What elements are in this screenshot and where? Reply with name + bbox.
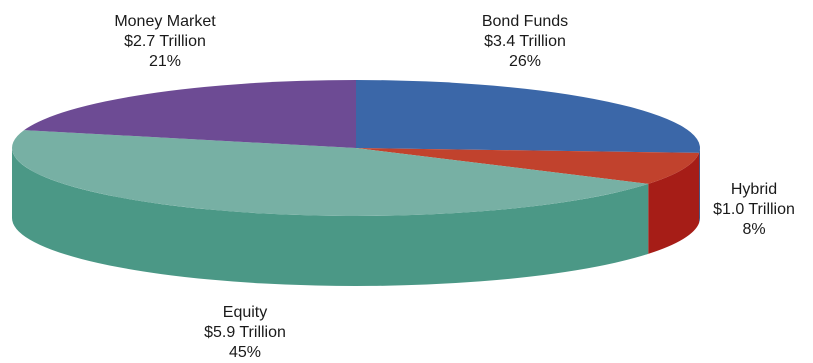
label-percent: 26% [508, 53, 542, 70]
label-bond-funds: Bond Funds $3.4 Trillion 26% [440, 12, 610, 72]
pie-side-hybrid [648, 152, 700, 254]
label-amount: $1.0 Trillion [713, 201, 795, 218]
label-name: Money Market [114, 13, 216, 30]
label-percent: 8% [742, 221, 766, 238]
label-percent: 45% [228, 344, 262, 361]
label-hybrid: Hybrid $1.0 Trillion 8% [695, 180, 813, 240]
pie-slice-hybrid [356, 148, 700, 184]
pie-side-equity [11, 148, 649, 286]
label-money-market: Money Market $2.7 Trillion 21% [80, 12, 250, 72]
label-name: Bond Funds [481, 13, 569, 30]
label-amount: $5.9 Trillion [204, 324, 286, 341]
label-percent: 21% [148, 53, 182, 70]
label-amount: $2.7 Trillion [124, 33, 206, 50]
pie-slice-equity [11, 130, 649, 217]
label-amount: $3.4 Trillion [484, 33, 566, 50]
pie-slice-bond-funds [356, 80, 700, 153]
pie-sides [11, 148, 700, 286]
label-name: Hybrid [730, 181, 778, 198]
pie-tops [11, 80, 700, 217]
pie-side-bond-funds [699, 148, 700, 223]
label-name: Equity [222, 304, 268, 321]
label-equity: Equity $5.9 Trillion 45% [160, 303, 330, 363]
pie-slice-money-market [24, 80, 356, 148]
